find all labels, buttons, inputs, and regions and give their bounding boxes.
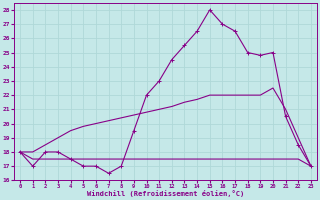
X-axis label: Windchill (Refroidissement éolien,°C): Windchill (Refroidissement éolien,°C)	[87, 190, 244, 197]
